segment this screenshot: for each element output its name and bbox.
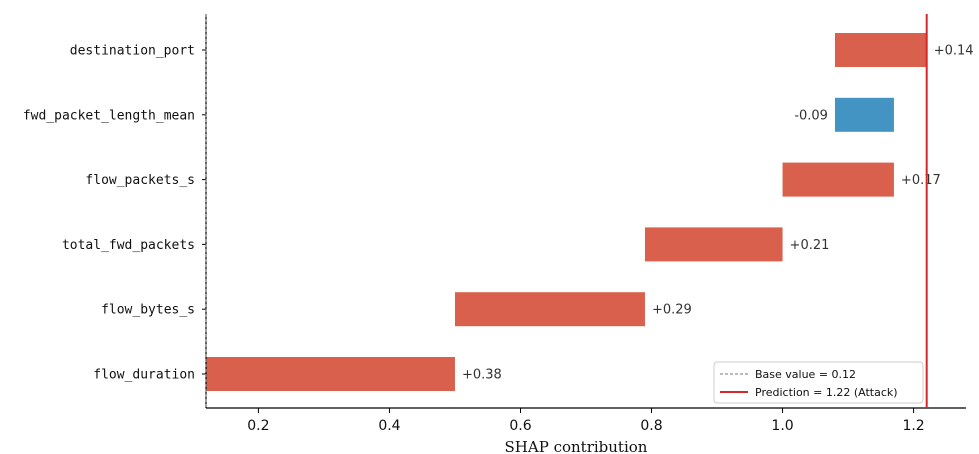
feature-label-flow_packets_s: flow_packets_s: [85, 173, 195, 188]
feature-label-fwd_packet_length_mean: fwd_packet_length_mean: [23, 108, 195, 123]
x-tick-label: 1.0: [771, 418, 793, 434]
legend-box: [713, 361, 924, 404]
bar-total_fwd_packets: [644, 227, 783, 262]
contribution-label-flow_packets_s: +0.17: [901, 173, 941, 188]
bar-flow_duration: [206, 357, 455, 391]
bar-flow_packets_s: [782, 162, 894, 197]
feature-label-total_fwd_packets: total_fwd_packets: [62, 238, 195, 253]
x-tick-label: 0.2: [247, 418, 269, 434]
x-tick-label: 0.4: [378, 418, 400, 434]
contribution-label-total_fwd_packets: +0.21: [790, 238, 830, 253]
feature-label-flow_duration: flow_duration: [93, 368, 195, 383]
contribution-label-fwd_packet_length_mean: -0.09: [794, 108, 828, 123]
x-tick-label: 0.6: [509, 418, 531, 434]
x-tick-label: 0.8: [640, 418, 662, 434]
contribution-label-destination_port: +0.14: [934, 44, 974, 59]
contribution-label-flow_bytes_s: +0.29: [652, 303, 692, 318]
x-tick-label: 1.2: [902, 418, 924, 434]
x-axis: 0.2 0.4 0.6 0.8 1.0 1.2: [206, 407, 966, 434]
feature-label-destination_port: destination_port: [70, 44, 195, 59]
feature-labels: destination_port fwd_packet_length_meanfl…: [23, 44, 206, 383]
bar-destination_port: [834, 33, 927, 67]
contribution-label-flow_duration: +0.38: [462, 368, 502, 383]
contribution-labels: +0.14 -0.09 +0.17 +0.21 +0.29 +0.38: [462, 44, 974, 383]
bar-flow_bytes_s: [454, 292, 645, 327]
legend-base-text: Base value = 0.12: [755, 368, 856, 381]
legend-prediction-text: Prediction = 1.22 (Attack): [755, 386, 898, 399]
x-axis-label: SHAP contribution: [505, 438, 648, 454]
bars-layer: [206, 33, 927, 391]
bar-fwd_packet_length_mean: [834, 97, 894, 132]
legend: Base value = 0.12 Prediction = 1.22 (Att…: [713, 361, 924, 404]
feature-label-flow_bytes_s: flow_bytes_s: [101, 303, 195, 318]
